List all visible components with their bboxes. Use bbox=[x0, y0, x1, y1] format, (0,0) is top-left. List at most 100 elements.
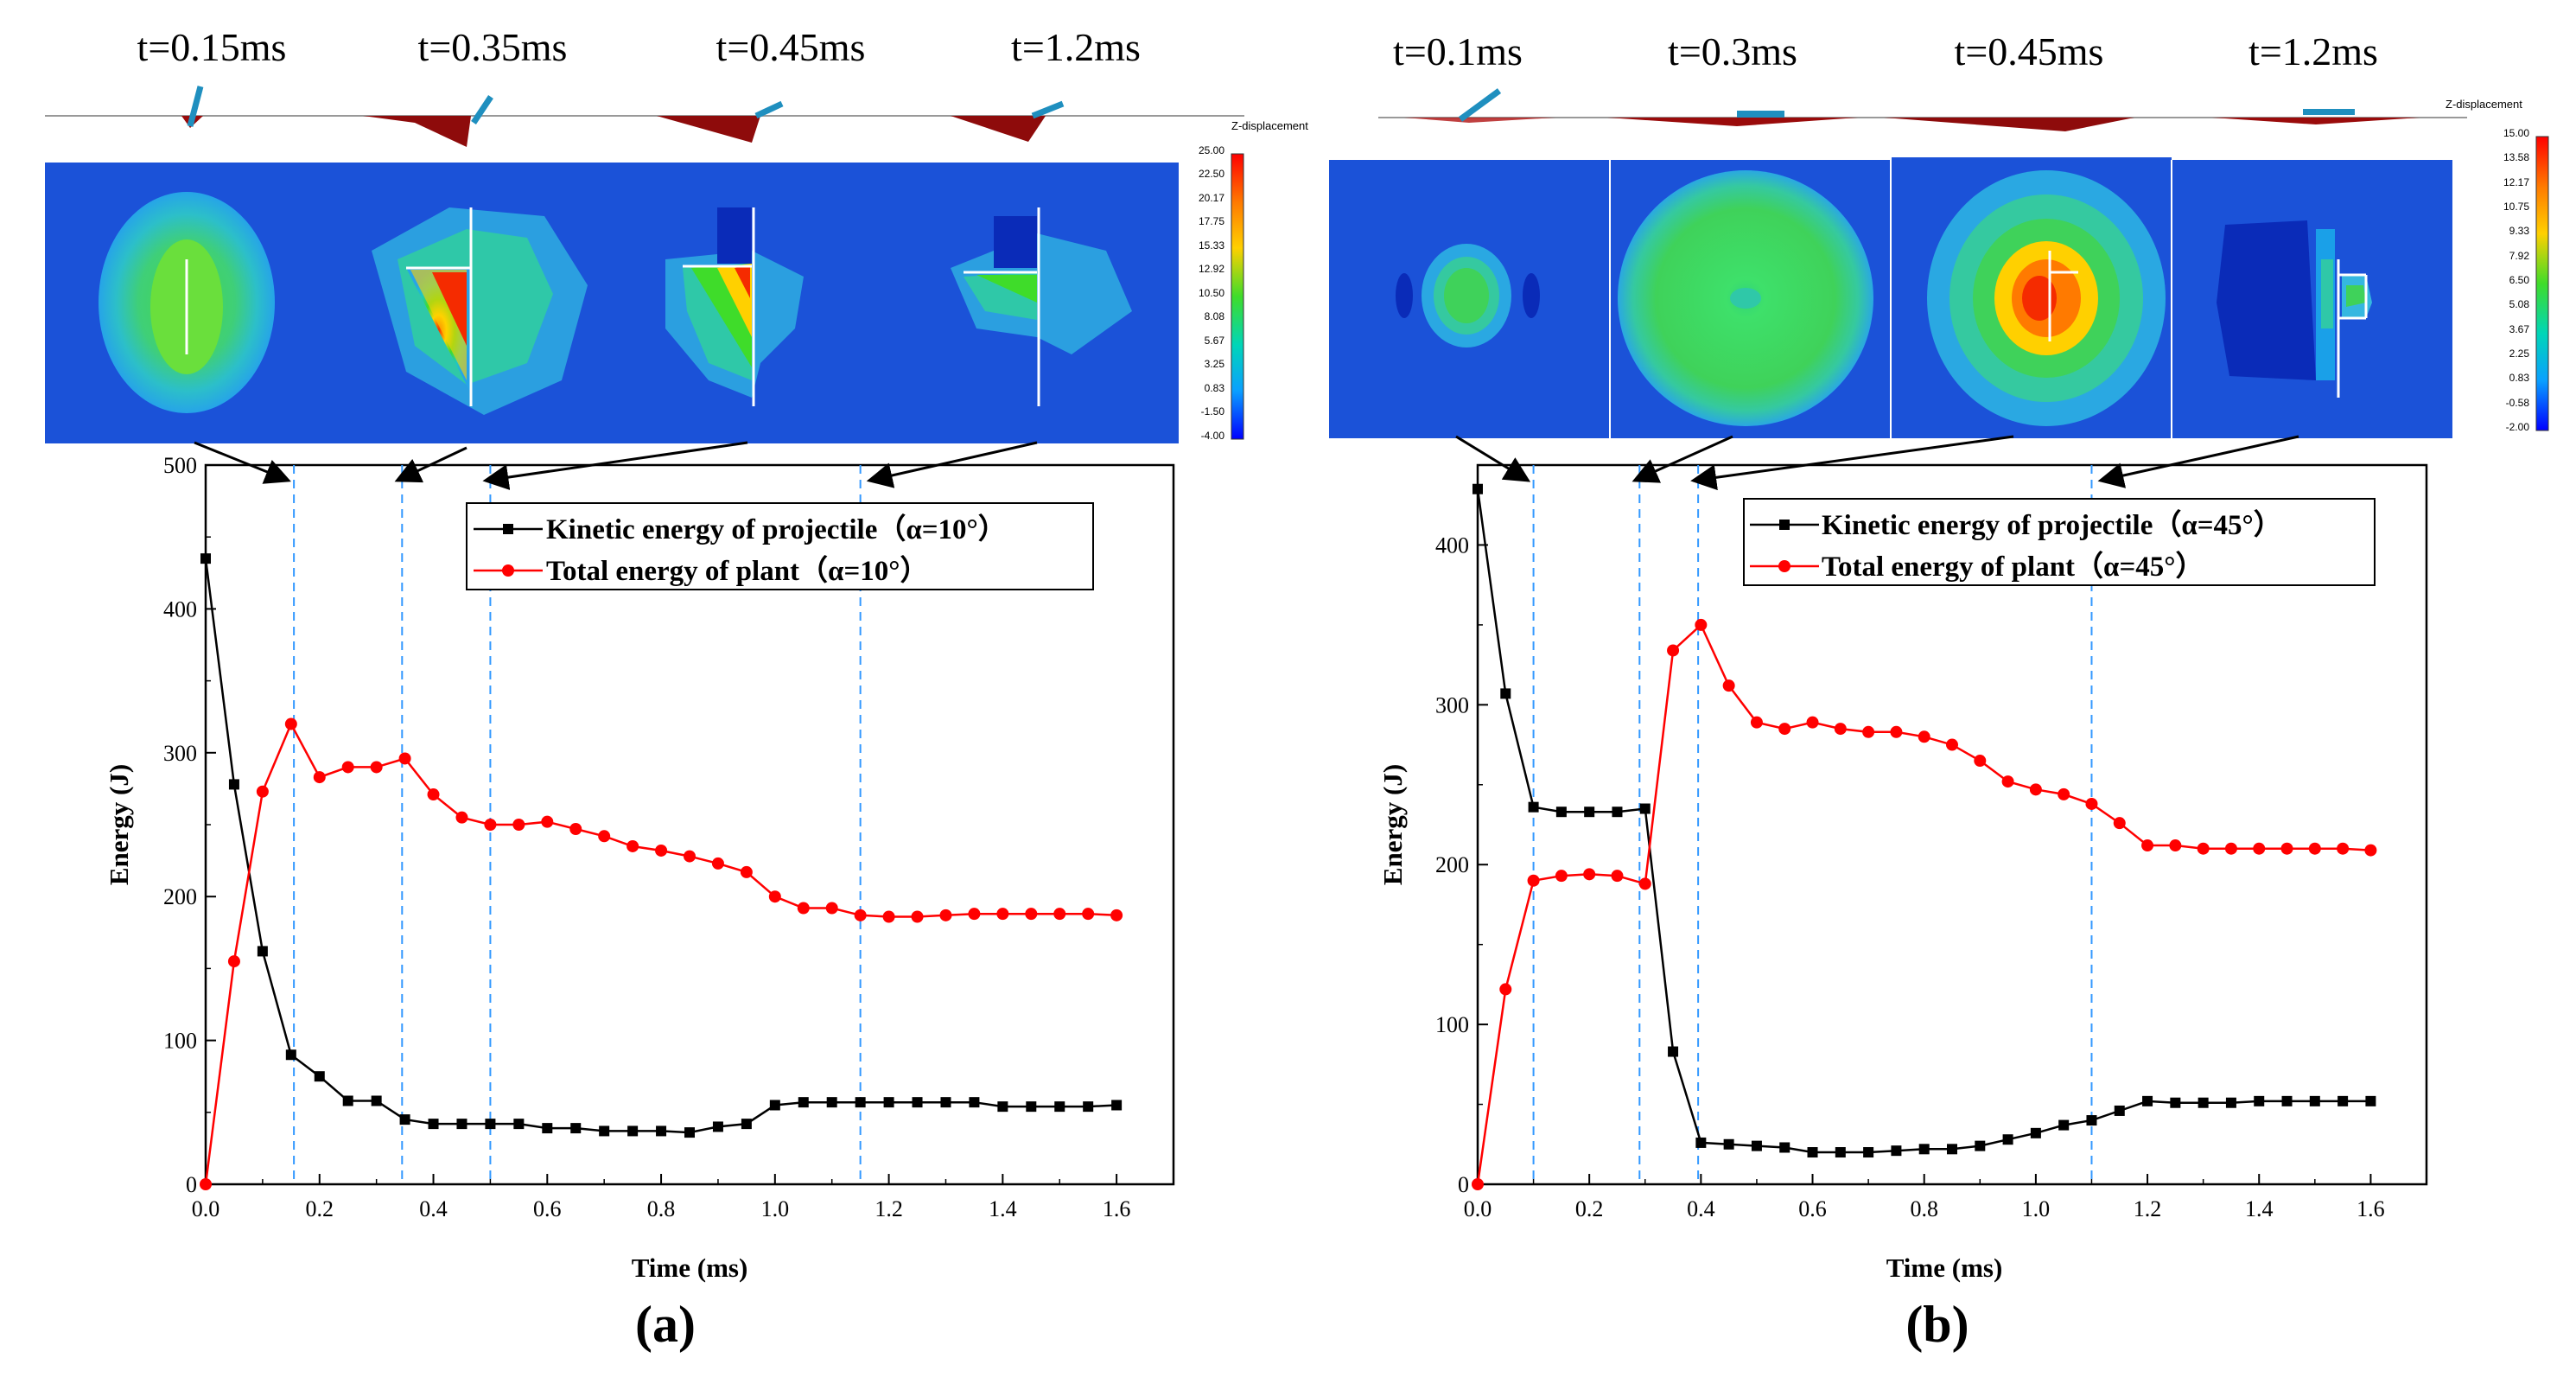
plant-energy-point bbox=[2085, 797, 2098, 810]
kinetic-energy-point bbox=[399, 1114, 410, 1125]
y-axis-label: Energy (J) bbox=[104, 764, 134, 885]
kinetic-energy-point bbox=[1668, 1046, 1679, 1057]
kinetic-energy-line bbox=[1476, 488, 2371, 1154]
colorbar-tick-label: 12.92 bbox=[1199, 263, 1224, 275]
plant-energy-point bbox=[455, 811, 468, 824]
kinetic-energy-point bbox=[371, 1095, 382, 1106]
kinetic-energy-point bbox=[1723, 1138, 1734, 1150]
kinetic-energy-point bbox=[542, 1123, 553, 1134]
colorbar: Z-displacement 15.00 13.58 12.17 10.75 9… bbox=[2446, 98, 2549, 433]
plant-energy-point bbox=[1555, 870, 1568, 883]
kinetic-energy-point bbox=[1751, 1140, 1762, 1151]
plant-energy-point bbox=[1499, 983, 1512, 996]
kinetic-energy-point bbox=[684, 1127, 695, 1138]
snapshot-arrows bbox=[194, 441, 1038, 490]
snapshot-time-label: t=1.2ms bbox=[1011, 25, 1141, 69]
snapshot-arrow bbox=[1690, 435, 2014, 491]
kinetic-energy-point bbox=[741, 1119, 752, 1130]
snapshot-time-label: t=0.15ms bbox=[137, 25, 287, 69]
snapshot-arrow bbox=[866, 441, 1038, 488]
snapshot-arrow bbox=[1455, 435, 1531, 482]
plant-energy-point bbox=[484, 819, 497, 831]
plant-energy-point bbox=[2337, 842, 2350, 855]
snapshot-arrows bbox=[1455, 435, 2299, 491]
plant-energy-point bbox=[882, 910, 895, 923]
plant-energy-point bbox=[768, 890, 781, 903]
plant-energy-point bbox=[1472, 1178, 1484, 1190]
plant-energy-point bbox=[1667, 644, 1680, 657]
kinetic-energy-point bbox=[2086, 1115, 2097, 1126]
plant-energy-point bbox=[427, 788, 440, 801]
y-tick-label: 100 bbox=[163, 1029, 197, 1054]
plant-energy-point bbox=[1778, 723, 1791, 736]
kinetic-energy-point bbox=[485, 1119, 496, 1130]
legend-label-kinetic: Kinetic energy of projectile（α=45°） bbox=[1822, 509, 2282, 541]
colorbar-tick-label: 22.50 bbox=[1199, 168, 1224, 180]
colorbar-tick-label: -1.50 bbox=[1201, 405, 1225, 418]
contour-plate bbox=[612, 163, 895, 443]
legend-marker-circle bbox=[502, 564, 514, 577]
colorbar-tick-label: 13.58 bbox=[2503, 151, 2529, 163]
kinetic-energy-point bbox=[1555, 807, 1567, 818]
colorbar-tick-label: 15.33 bbox=[1199, 239, 1224, 252]
y-ticks: 0 100 200 300 400 bbox=[1435, 532, 1488, 1197]
kinetic-energy-point bbox=[2198, 1097, 2209, 1108]
plant-energy-point bbox=[313, 771, 326, 784]
plant-energy-point bbox=[1110, 909, 1123, 921]
x-tick-label: 0.0 bbox=[1464, 1196, 1492, 1221]
panel-label: (a) bbox=[635, 1296, 696, 1353]
snapshot-time-label: t=0.45ms bbox=[716, 25, 866, 69]
colorbar-tick-label: 15.00 bbox=[2503, 127, 2529, 139]
kinetic-energy-point bbox=[1612, 807, 1623, 818]
x-tick-label: 1.0 bbox=[761, 1196, 790, 1221]
kinetic-energy-point bbox=[997, 1101, 1008, 1113]
plant-energy-point bbox=[2364, 844, 2377, 857]
plant-energy-point bbox=[1053, 908, 1066, 921]
kinetic-energy-point bbox=[1975, 1140, 1986, 1151]
kinetic-energy-point bbox=[2002, 1134, 2013, 1145]
kinetic-energy-point bbox=[627, 1125, 639, 1137]
plant-energy-point bbox=[797, 902, 810, 915]
plant-energy-point bbox=[2058, 787, 2070, 800]
contour-plate bbox=[45, 163, 328, 443]
plant-energy-point bbox=[398, 752, 411, 765]
kinetic-energy-point bbox=[513, 1119, 525, 1130]
plant-energy-point bbox=[1834, 723, 1847, 736]
legend: Kinetic energy of projectile（α=10°） Tota… bbox=[466, 502, 1094, 590]
plant-energy-point bbox=[825, 902, 838, 915]
x-axis-label: Time (ms) bbox=[1886, 1253, 2003, 1283]
colorbar-tick-label: 12.17 bbox=[2503, 176, 2529, 188]
contour-plate bbox=[1890, 157, 2172, 438]
kinetic-energy-point bbox=[1695, 1137, 1707, 1148]
kinetic-energy-point bbox=[456, 1119, 467, 1130]
legend-marker-circle bbox=[1778, 560, 1790, 572]
snapshot-arrow bbox=[2097, 435, 2299, 488]
plant-energy-point bbox=[2197, 842, 2210, 855]
legend-label-plant: Total energy of plant（α=10°） bbox=[546, 555, 928, 587]
plant-energy-point bbox=[1695, 618, 1708, 631]
snapshot-time-label: t=0.35ms bbox=[418, 25, 568, 69]
kinetic-energy-point bbox=[2170, 1097, 2181, 1108]
colorbar-tick-label: 0.83 bbox=[1205, 382, 1225, 394]
kinetic-energy-point bbox=[1500, 688, 1511, 699]
plant-energy-point bbox=[854, 909, 867, 921]
x-tick-label: 0.6 bbox=[533, 1196, 562, 1221]
kinetic-energy-point bbox=[1111, 1100, 1123, 1111]
legend-marker-square bbox=[1779, 520, 1790, 530]
series-group bbox=[200, 553, 1123, 1190]
plant-energy-point bbox=[1890, 725, 1903, 738]
kinetic-energy-point bbox=[257, 946, 268, 957]
colorbar-tick-label: 20.17 bbox=[1199, 192, 1224, 204]
plant-energy-point bbox=[370, 761, 383, 774]
x-tick-label: 1.0 bbox=[2022, 1196, 2051, 1221]
kinetic-energy-point bbox=[342, 1095, 353, 1106]
plant-energy-line bbox=[1476, 622, 2371, 1185]
colorbar-tick-label: 17.75 bbox=[1199, 215, 1224, 227]
plant-energy-point bbox=[200, 1178, 212, 1190]
snapshot-time-label: t=0.1ms bbox=[1393, 29, 1523, 73]
kinetic-energy-point bbox=[1918, 1144, 1930, 1155]
contour-plate bbox=[1329, 160, 1610, 438]
plant-energy-point bbox=[2001, 775, 2014, 788]
x-tick-label: 0.4 bbox=[419, 1196, 448, 1221]
